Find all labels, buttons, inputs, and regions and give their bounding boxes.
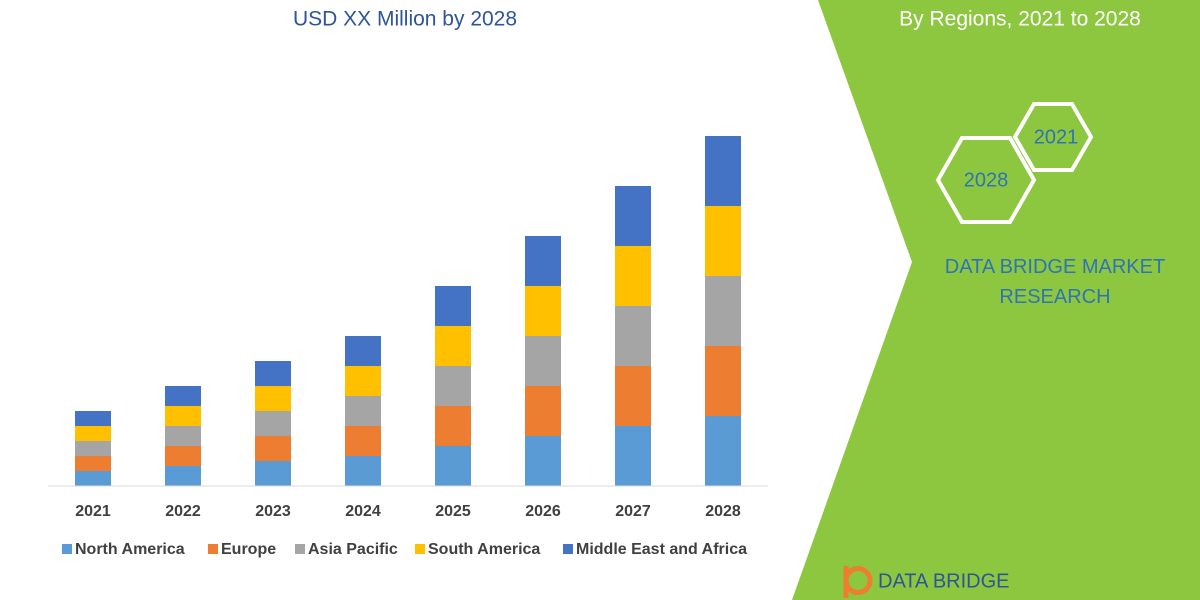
- legend-label: South America: [428, 541, 540, 558]
- bar-segment: [435, 446, 471, 486]
- bar-segment: [435, 286, 471, 326]
- bar-segment: [165, 466, 201, 486]
- x-tick-label: 2028: [705, 503, 741, 520]
- bar-segment: [165, 446, 201, 466]
- bar-segment: [435, 406, 471, 446]
- x-tick-label: 2027: [615, 503, 651, 520]
- company-name: DATA BRIDGE MARKET RESEARCH: [944, 256, 1166, 308]
- legend-swatch: [415, 544, 425, 554]
- bar-segment: [255, 361, 291, 386]
- bar-segment: [525, 286, 561, 336]
- bar-segment: [345, 456, 381, 486]
- legend-swatch: [563, 544, 573, 554]
- bar-segment: [165, 386, 201, 406]
- bar-segment: [165, 406, 201, 426]
- bar-segment: [705, 136, 741, 206]
- bar-segment: [75, 411, 111, 426]
- bar-segment: [525, 436, 561, 486]
- bar-segment: [345, 366, 381, 396]
- logo-icon: [843, 566, 873, 598]
- bar-segment: [615, 186, 651, 246]
- panel-subtitle: By Regions, 2021 to 2028: [899, 8, 1141, 31]
- chart-title: USD XX Million by 2028: [293, 8, 517, 31]
- hexagon: [1012, 102, 1094, 172]
- bar-segment: [75, 441, 111, 456]
- x-tick-label: 2021: [75, 503, 111, 520]
- legend-label: Middle East and Africa: [576, 541, 747, 558]
- bar-segment: [165, 426, 201, 446]
- legend-swatch: [295, 544, 305, 554]
- bar-segment: [255, 436, 291, 461]
- plot: 2021 2022 2023 2024 2025 2026 2027 2028 North Am…: [48, 136, 768, 558]
- bar-segment: [75, 456, 111, 471]
- hex-year: 2021: [1034, 126, 1079, 148]
- bar-segment: [525, 336, 561, 386]
- bar-segment: [525, 236, 561, 286]
- green-panel: [792, 0, 1200, 600]
- legend-label: Europe: [221, 541, 276, 558]
- bar-segment: [615, 246, 651, 306]
- bar-segment: [255, 386, 291, 411]
- bar-segment: [705, 416, 741, 486]
- bar-segment: [615, 306, 651, 366]
- x-tick-label: 2022: [165, 503, 201, 520]
- bar-segment: [75, 426, 111, 441]
- bar-segment: [345, 426, 381, 456]
- bar-segment: [435, 326, 471, 366]
- hexagon: [935, 136, 1037, 224]
- bar-segment: [75, 471, 111, 486]
- bar-segment: [255, 411, 291, 436]
- bar-segment: [255, 461, 291, 486]
- legend-label: North America: [75, 541, 185, 558]
- legend-swatch: [62, 544, 72, 554]
- hex-year: 2028: [964, 169, 1009, 191]
- bar-segment: [705, 206, 741, 276]
- company-box: DATA BRIDGE MARKET RESEARCH: [944, 256, 1166, 308]
- bar-segment: [705, 346, 741, 416]
- bar-segment: [615, 366, 651, 426]
- bar-segment: [345, 336, 381, 366]
- legend-label: Asia Pacific: [308, 541, 398, 558]
- bar-segment: [705, 276, 741, 346]
- legend-swatch: [208, 544, 218, 554]
- bar-segment: [345, 396, 381, 426]
- x-tick-label: 2025: [435, 503, 471, 520]
- bar-segment: [615, 426, 651, 486]
- x-tick-label: 2023: [255, 503, 291, 520]
- bar-segment: [525, 386, 561, 436]
- x-tick-label: 2026: [525, 503, 561, 520]
- x-tick-label: 2024: [345, 503, 381, 520]
- logo-text: DATA BRIDGE: [878, 570, 1010, 592]
- bar-segment: [435, 366, 471, 406]
